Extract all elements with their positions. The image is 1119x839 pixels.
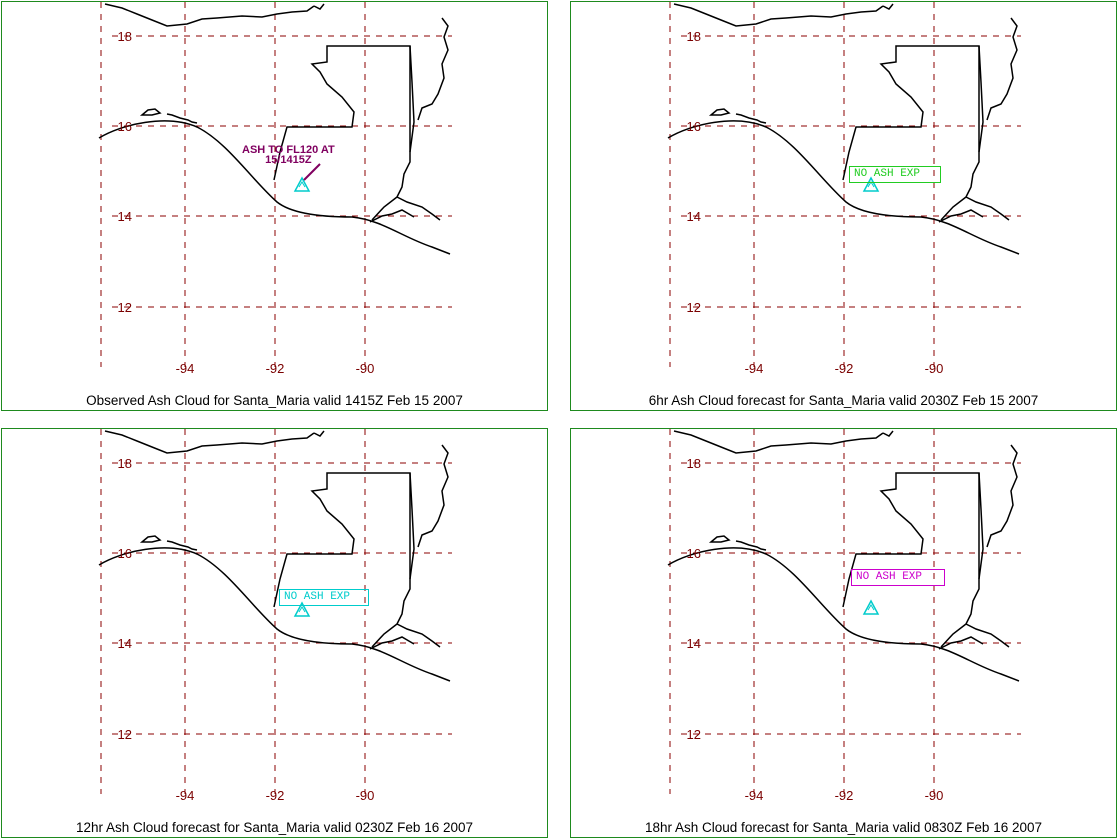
longitude-label: -90 (925, 788, 944, 803)
ash-observation-label: ASH TO FL120 AT 15/1415Z (242, 144, 335, 166)
no-ash-label: NO ASH EXP (279, 589, 369, 606)
panel-caption: 12hr Ash Cloud forecast for Santa_Maria … (76, 820, 473, 835)
coastline (409, 472, 415, 580)
coastline (396, 623, 441, 648)
coastline (735, 113, 767, 124)
latitude-label: 12 (687, 300, 701, 315)
ash-observation-line2: 15/1415Z (265, 154, 312, 166)
coastline (313, 430, 325, 437)
map-area: 18 16 14 12 -94 -92 -90 (2, 2, 547, 387)
ash-plume-line (303, 163, 321, 181)
coastline (166, 540, 198, 551)
coastline (667, 547, 1020, 682)
panel-caption: Observed Ash Cloud for Santa_Maria valid… (86, 393, 463, 408)
coastline (396, 196, 441, 221)
coastline (986, 444, 1018, 548)
basemap: 18 16 14 12 -94 -92 -90 (667, 429, 1021, 803)
coastline (986, 17, 1018, 121)
latitude-label: 16 (118, 546, 132, 561)
coastline (139, 108, 162, 116)
coastline (940, 623, 967, 648)
coastline (139, 535, 162, 543)
coastline (369, 636, 415, 650)
latitude-label: 18 (687, 456, 701, 471)
longitude-label: -94 (745, 361, 764, 376)
coastline (978, 472, 984, 580)
coastline (673, 430, 884, 454)
volcano-triangle-icon (862, 599, 880, 615)
coastline (273, 45, 411, 198)
coastline (98, 547, 451, 682)
latitude-label: 16 (118, 119, 132, 134)
no-ash-label: NO ASH EXP (851, 569, 945, 586)
coastline (708, 108, 731, 116)
latitude-label: 18 (687, 29, 701, 44)
basemap: 18 16 14 12 -94 -92 -90 (667, 2, 1021, 376)
volcano-triangle-icon (293, 601, 311, 617)
coastline (369, 209, 415, 223)
coastline (409, 45, 415, 153)
latitude-label: 12 (687, 727, 701, 742)
longitude-label: -94 (176, 788, 195, 803)
coastline (842, 45, 980, 198)
longitude-label: -90 (356, 788, 375, 803)
longitude-label: -94 (745, 788, 764, 803)
latitude-label: 12 (118, 727, 132, 742)
latitude-label: 16 (687, 546, 701, 561)
latitude-label: 16 (687, 119, 701, 134)
map-area: 18 16 14 12 -94 -92 -90 (571, 429, 1116, 814)
coastline (978, 45, 984, 153)
no-ash-label: NO ASH EXP (849, 166, 941, 183)
volcano-triangle-icon (293, 176, 311, 192)
longitude-label: -92 (835, 361, 854, 376)
coastline (104, 430, 315, 454)
coastline (417, 444, 449, 548)
latitude-label: 12 (118, 300, 132, 315)
coastline (842, 472, 980, 625)
latitude-label: 14 (687, 636, 701, 651)
latitude-label: 18 (118, 456, 132, 471)
coastline (104, 3, 315, 27)
longitude-label: -90 (925, 361, 944, 376)
map-panel-observed: 18 16 14 12 -94 -92 -90 ASH TO FL120 AT 15/141… (1, 1, 548, 411)
longitude-label: -92 (266, 361, 285, 376)
coastline (673, 3, 884, 27)
panel-caption: 18hr Ash Cloud forecast for Santa_Maria … (645, 820, 1042, 835)
longitude-label: -90 (356, 361, 375, 376)
latitude-label: 14 (687, 209, 701, 224)
map-panel-18hr: 18 16 14 12 -94 -92 -90 NO ASH EXP 18hr Ash Cl… (570, 428, 1117, 838)
map-area: 18 16 14 12 -94 -92 -90 (571, 2, 1116, 387)
coastline (965, 196, 1010, 221)
coastline (708, 535, 731, 543)
map-area: 18 16 14 12 -94 -92 -90 (2, 429, 547, 814)
coastline (166, 113, 198, 124)
latitude-label: 14 (118, 636, 132, 651)
coastline (371, 196, 398, 221)
map-panel-12hr: 18 16 14 12 -94 -92 -90 NO ASH EXP 12hr Ash Cl… (1, 428, 548, 838)
panel-caption: 6hr Ash Cloud forecast for Santa_Maria v… (648, 393, 1039, 408)
basemap: 18 16 14 12 -94 -92 -90 (98, 2, 452, 376)
coastline (938, 636, 984, 650)
ash-observation-line1: ASH TO FL120 AT (242, 144, 335, 156)
coastline (735, 540, 767, 551)
coastline (940, 196, 967, 221)
longitude-label: -92 (266, 788, 285, 803)
coastline (965, 623, 1010, 648)
latitude-label: 14 (118, 209, 132, 224)
map-panel-6hr: 18 16 14 12 -94 -92 -90 NO ASH EXP 6hr Ash Clo… (570, 1, 1117, 411)
coastline (938, 209, 984, 223)
coastline (882, 430, 894, 437)
coastline (882, 3, 894, 10)
coastline (417, 17, 449, 121)
longitude-label: -94 (176, 361, 195, 376)
coastline (313, 3, 325, 10)
longitude-label: -92 (835, 788, 854, 803)
coastline (667, 120, 1020, 255)
basemap: 18 16 14 12 -94 -92 -90 (98, 429, 452, 803)
coastline (371, 623, 398, 648)
coastline (273, 472, 411, 625)
latitude-label: 18 (118, 29, 132, 44)
coastline (98, 120, 451, 255)
